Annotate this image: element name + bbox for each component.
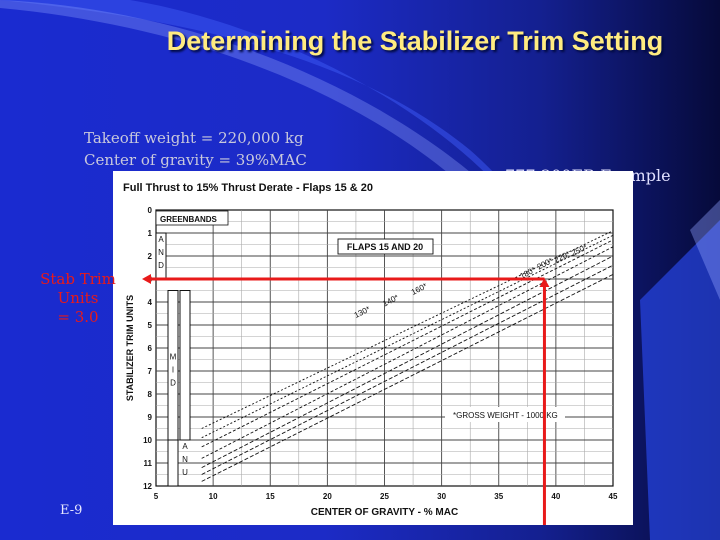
stab-trim-callout-line2: = 3.0 — [57, 308, 99, 326]
cg-pointer-arrowhead — [539, 278, 550, 287]
x-tick-label: 35 — [494, 492, 503, 501]
x-tick-label: 30 — [437, 492, 446, 501]
series-line-220 — [201, 234, 614, 439]
y-tick-label: 2 — [148, 252, 153, 261]
greenbands-box — [155, 210, 229, 226]
y-axis-label: STABILIZER TRIM UNITS — [125, 295, 135, 401]
stab-trim-callout-line1: Stab Trim Units — [40, 270, 116, 307]
green-band-3 — [167, 439, 179, 487]
y-tick-label: 5 — [148, 321, 153, 330]
center-of-gravity-text: Center of gravity = 39%MAC — [84, 151, 307, 169]
band-letter: A — [182, 442, 188, 451]
x-tick-label: 5 — [154, 492, 159, 501]
series-line-200 — [201, 239, 614, 448]
flaps-label-box — [337, 238, 434, 255]
stab-trim-callout: Stab Trim Units = 3.0 — [18, 270, 138, 327]
slide-footer: E-9 — [60, 503, 83, 518]
slide-title: Determining the Stabilizer Trim Setting — [166, 26, 664, 56]
chart-title: Full Thrust to 15% Thrust Derate - Flaps… — [123, 182, 373, 194]
y-tick-label: 9 — [148, 413, 153, 422]
trim-pointer-arrowhead — [142, 274, 151, 284]
band-letter: A — [158, 235, 164, 244]
x-tick-label: 20 — [323, 492, 332, 501]
band-letter: M — [170, 353, 177, 362]
gross-weight-note-box — [445, 407, 565, 422]
chart-svg: Full Thrust to 15% Thrust Derate - Flaps… — [123, 182, 618, 525]
y-tick-label: 6 — [148, 344, 153, 353]
y-tick-label: 8 — [148, 390, 153, 399]
y-tick-label: 10 — [143, 436, 152, 445]
x-tick-label: 25 — [380, 492, 389, 501]
band-letter: N — [158, 248, 164, 257]
band-letter: I — [172, 366, 174, 375]
band-letter: D — [158, 261, 164, 270]
band-letter: D — [170, 379, 176, 388]
x-axis-label: CENTER OF GRAVITY - % MAC — [311, 507, 458, 518]
band-letter: N — [182, 455, 188, 464]
band-letter: U — [182, 468, 188, 477]
gross-weight-note: *GROSS WEIGHT - 1000 KG — [453, 411, 558, 420]
flaps-label: FLAPS 15 AND 20 — [347, 242, 423, 252]
x-tick-label: 10 — [209, 492, 218, 501]
series-line-130 — [201, 273, 614, 482]
x-tick-label: 45 — [609, 492, 618, 501]
greenbands-label: GREENBANDS — [160, 215, 218, 224]
green-band-2-inner — [179, 290, 191, 441]
y-tick-label: 0 — [148, 206, 153, 215]
series-line-250 — [201, 230, 614, 429]
takeoff-weight-text: Takeoff weight = 220,000 kg — [84, 129, 304, 147]
stab-trim-chart: Full Thrust to 15% Thrust Derate - Flaps… — [113, 171, 633, 525]
x-tick-label: 15 — [266, 492, 275, 501]
y-tick-label: 12 — [143, 482, 152, 491]
y-tick-label: 7 — [148, 367, 153, 376]
x-tick-label: 40 — [551, 492, 560, 501]
y-tick-label: 1 — [148, 229, 153, 238]
y-tick-label: 4 — [148, 298, 153, 307]
y-tick-label: 11 — [144, 459, 153, 468]
